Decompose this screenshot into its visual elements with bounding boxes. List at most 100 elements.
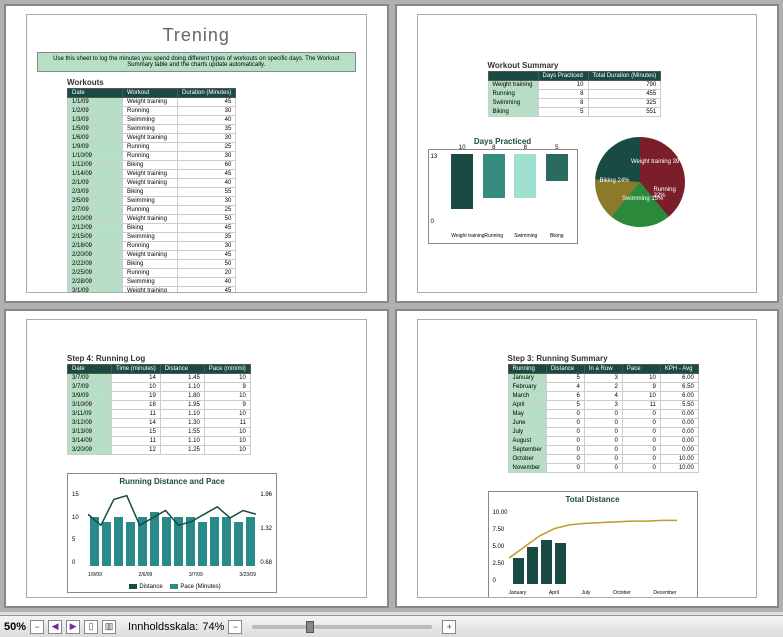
table-row: 2/5/09Swimming30: [68, 197, 236, 206]
cell: 9: [204, 401, 250, 410]
scale-minus-button[interactable]: −: [228, 620, 242, 634]
cell: 10: [204, 410, 250, 419]
cell: 9: [622, 383, 660, 392]
bar-chart: 130 10Weight training8Running8Swimming5B…: [428, 149, 578, 244]
cell: 2/5/09: [68, 197, 123, 206]
cell: 10: [112, 383, 161, 392]
table-row: 1/5/09Swimming35: [68, 125, 236, 134]
cell: 45: [178, 170, 236, 179]
table-row: 2/20/09Weight training45: [68, 251, 236, 260]
table-row: Swimming8325: [488, 99, 661, 108]
cell: 0: [622, 464, 660, 473]
cell: Running: [488, 90, 538, 99]
cell: 0: [546, 455, 584, 464]
cell: 0: [584, 419, 622, 428]
table-row: 2/28/09Swimming40: [68, 278, 236, 287]
cell: 0: [546, 419, 584, 428]
multi-page-button[interactable]: ▥: [102, 620, 116, 634]
cell: 1.25: [160, 446, 204, 455]
zoom-out-button[interactable]: −: [30, 620, 44, 634]
slider-thumb[interactable]: [306, 621, 314, 633]
line-chart-title: Total Distance: [489, 492, 697, 504]
table-row: 2/10/09Weight training50: [68, 215, 236, 224]
cell: 3/7/09: [68, 374, 112, 383]
cell: 0: [546, 446, 584, 455]
cell: 1/10/09: [68, 152, 123, 161]
single-page-button[interactable]: ▯: [84, 620, 98, 634]
scale-label: Innholdsskala:: [128, 621, 198, 633]
cell: 1/3/09: [68, 116, 123, 125]
cell: 0: [584, 410, 622, 419]
zoom-level: 50%: [4, 621, 26, 633]
table-row: Weight training10790: [488, 81, 661, 90]
cell: 30: [178, 197, 236, 206]
col-header: Distance: [546, 365, 584, 374]
cell: 1/9/09: [68, 143, 123, 152]
cell: 35: [178, 233, 236, 242]
cell: 0.00: [660, 437, 698, 446]
table-row: March64106.00: [508, 392, 698, 401]
table-row: 3/9/09191.8010: [68, 392, 251, 401]
cell: 0: [584, 428, 622, 437]
cell: 2/12/09: [68, 224, 123, 233]
cell: 0.00: [660, 419, 698, 428]
cell: 18: [112, 401, 161, 410]
col-header: Workout: [123, 89, 178, 98]
cell: 1/2/09: [68, 107, 123, 116]
cell: 45: [178, 287, 236, 294]
bar-fill: [451, 154, 473, 209]
cell: Biking: [123, 188, 178, 197]
cell: 1.30: [160, 419, 204, 428]
col-header: In a Row: [584, 365, 622, 374]
table-row: 1/10/09Running30: [68, 152, 236, 161]
cell: 3/7/09: [68, 383, 112, 392]
cell: 50: [178, 260, 236, 269]
scale-slider[interactable]: [252, 625, 432, 629]
cell: 45: [178, 224, 236, 233]
cell: August: [508, 437, 546, 446]
cell: 3/12/09: [68, 419, 112, 428]
table-label: Workouts: [67, 78, 356, 87]
bar-fill: [546, 154, 568, 181]
cell: October: [508, 455, 546, 464]
cell: 1.10: [160, 383, 204, 392]
page-title: Trening: [37, 21, 356, 50]
cell: 45: [178, 251, 236, 260]
cell: Swimming: [123, 278, 178, 287]
cell: Weight training: [123, 287, 178, 294]
combo-legend: Distance Pace (Minutes): [68, 582, 276, 590]
table-row: 2/18/09Running30: [68, 242, 236, 251]
cell: 20: [178, 269, 236, 278]
scale-value: 74%: [202, 621, 224, 633]
table-row: 2/25/09Running20: [68, 269, 236, 278]
cell: 8: [538, 90, 588, 99]
cell: 0: [584, 437, 622, 446]
cell: 1.10: [160, 410, 204, 419]
cell: 0: [546, 428, 584, 437]
scale-plus-button[interactable]: +: [442, 620, 456, 634]
pie-slice-label: Biking 24%: [600, 178, 630, 184]
cell: 25: [178, 206, 236, 215]
cell: 3/20/09: [68, 446, 112, 455]
prev-page-button[interactable]: ◀: [48, 620, 62, 634]
cell: May: [508, 410, 546, 419]
pie-slice-label: Swimming 15%: [622, 196, 663, 202]
legend-swatch: [129, 584, 137, 589]
cell: 1.55: [160, 428, 204, 437]
cell: 0: [622, 446, 660, 455]
cell: 551: [588, 108, 661, 117]
cell: 30: [178, 242, 236, 251]
page-grid: Trening Use this sheet to log the minute…: [0, 0, 783, 612]
cell: 11: [622, 401, 660, 410]
running-log-label: Step 4: Running Log: [67, 354, 356, 363]
cell: Swimming: [123, 116, 178, 125]
cell: 325: [588, 99, 661, 108]
cell: 2/28/09: [68, 278, 123, 287]
cell: March: [508, 392, 546, 401]
cell: 25: [178, 143, 236, 152]
next-page-button[interactable]: ▶: [66, 620, 80, 634]
table-row: 2/15/09Swimming35: [68, 233, 236, 242]
cell: 3: [584, 401, 622, 410]
cell: 1/6/09: [68, 134, 123, 143]
table-row: 1/6/09Weight training30: [68, 134, 236, 143]
